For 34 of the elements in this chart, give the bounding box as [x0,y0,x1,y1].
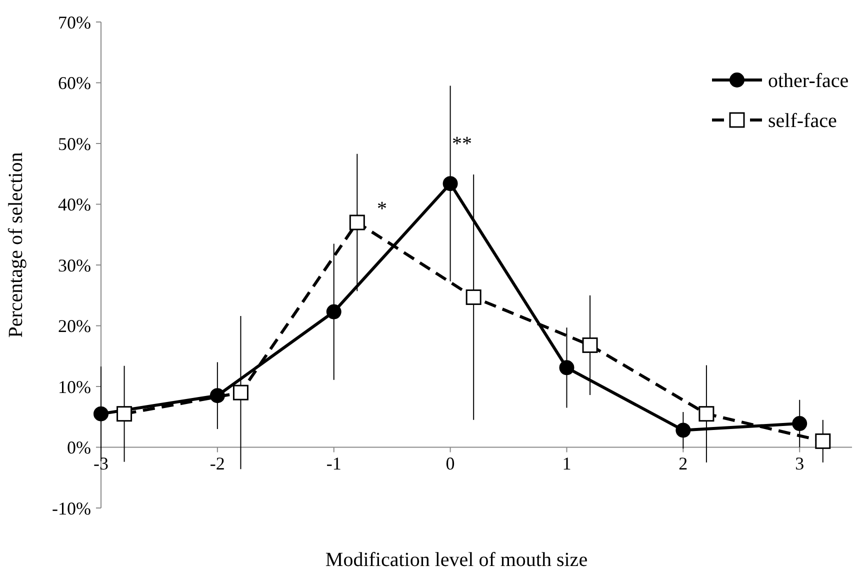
y-axis-title: Percentage of selection [5,152,27,338]
point [94,406,108,422]
point [815,433,831,449]
point [792,416,808,432]
x-tick-label: 2 [678,453,688,474]
point [466,289,482,305]
x-tick-label: -2 [210,453,225,474]
point [582,337,598,353]
y-tick-label: 40% [58,194,91,215]
y-tick-label: 70% [58,12,91,32]
y-tick-label: 20% [58,316,91,336]
point [698,406,714,422]
point [116,406,132,422]
y-tick-label: 50% [58,134,91,154]
point [442,176,458,192]
x-tick-label: -1 [326,453,342,474]
x-tick-label: 1 [562,453,572,474]
x-axis-title: Modification level of mouth size [325,549,588,570]
x-tick-label: 3 [795,453,804,474]
point [349,214,365,230]
annotation: ** [452,133,472,155]
legend-label: other-face [768,70,849,92]
point [232,384,248,400]
annotation: * [377,198,387,220]
point [676,422,691,438]
point [326,304,342,320]
y-tick-label: 30% [58,255,91,276]
x-tick-label: 0 [446,453,455,474]
y-tick-label: -10% [52,498,91,518]
y-tick-label: 60% [58,73,91,94]
legend-label: self-face [768,110,837,132]
y-tick-label: 10% [58,376,91,397]
y-tick-label: 0% [67,438,91,458]
point [559,360,574,376]
